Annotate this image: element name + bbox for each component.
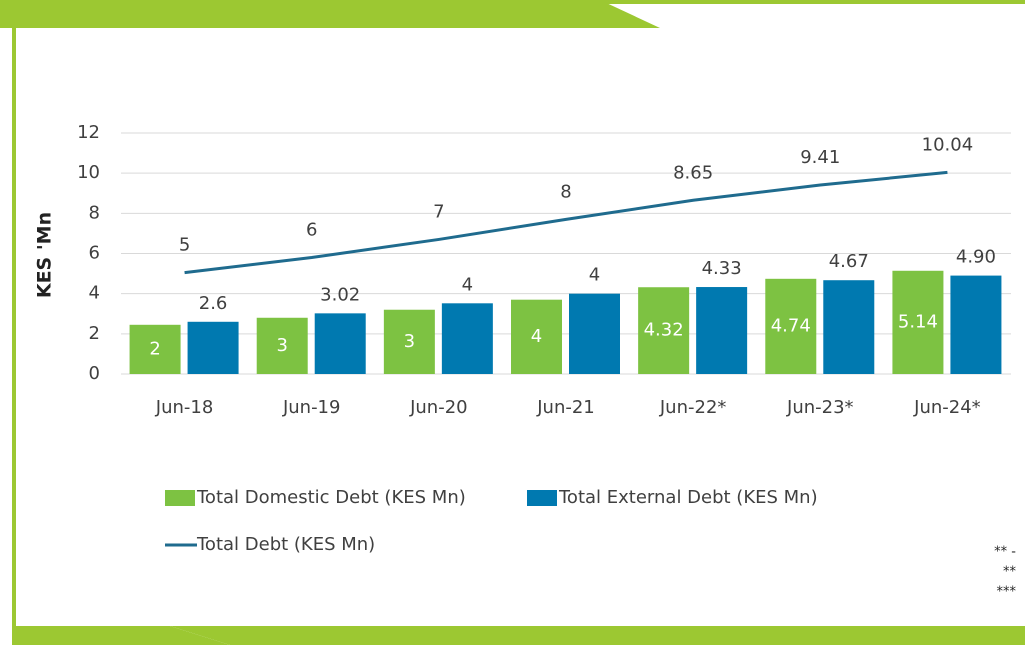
bar: [638, 287, 690, 374]
data-label: 5: [179, 235, 190, 256]
y-tick-label: 8: [89, 202, 100, 223]
top-band: [0, 0, 660, 28]
data-label: 3: [276, 335, 287, 356]
x-tick-label: Jun-24*: [913, 397, 981, 418]
bar: [314, 313, 366, 374]
bottom-band-left: [12, 626, 230, 645]
footnote: ** -: [994, 545, 1016, 560]
line: [184, 170, 948, 275]
top-edge: [0, 0, 1025, 4]
footnote: ***: [997, 585, 1017, 600]
y-tick-label: 12: [77, 122, 100, 143]
footnote: **: [1003, 565, 1017, 580]
x-tick-label: Jun-20: [409, 397, 468, 418]
x-tick-label: Jun-23*: [786, 397, 854, 418]
y-axis-label: KES 'Mn: [34, 212, 56, 298]
legend-label: Total Domestic Debt (KES Mn): [196, 487, 466, 508]
bar: [383, 309, 435, 374]
data-label: 2.6: [199, 293, 228, 314]
bar: [892, 270, 944, 374]
y-tick-label: 0: [89, 363, 100, 384]
bar: [696, 287, 748, 374]
legend-swatch: [165, 490, 195, 506]
data-label: 2: [149, 338, 160, 359]
bar: [569, 293, 620, 374]
y-tick-label: 2: [89, 323, 100, 344]
data-label: 7: [433, 201, 444, 222]
data-label: 4: [589, 265, 600, 286]
x-tick-label: Jun-22*: [659, 397, 727, 418]
bar: [511, 299, 562, 374]
bar: [950, 275, 1002, 374]
data-label: 4.32: [644, 320, 684, 341]
legend-label: Total Debt (KES Mn): [196, 534, 375, 555]
legend-label: Total External Debt (KES Mn): [558, 487, 818, 508]
x-tick-label: Jun-21: [536, 397, 595, 418]
bar: [823, 280, 875, 374]
bottom-band: [170, 626, 1025, 645]
bar: [187, 321, 239, 374]
y-tick-label: 4: [89, 283, 100, 304]
data-label: 8: [560, 181, 571, 202]
data-label: 9.41: [800, 147, 840, 168]
x-tick-label: Jun-19: [282, 397, 341, 418]
data-label: 5.14: [898, 311, 938, 332]
left-border: [12, 28, 16, 630]
data-label: 10.04: [922, 134, 974, 155]
data-label: 4: [462, 274, 473, 295]
bar: [441, 303, 493, 374]
data-label: 4.67: [829, 251, 869, 272]
bar: [765, 278, 817, 374]
bar: [256, 317, 308, 374]
y-tick-label: 6: [89, 243, 100, 264]
data-label: 6: [306, 220, 317, 241]
data-label: 4.33: [702, 258, 742, 279]
data-label: 4.74: [771, 315, 811, 336]
data-label: 4: [531, 326, 542, 347]
data-label: 3.02: [320, 284, 360, 305]
legend-swatch: [527, 490, 557, 506]
data-label: 4.90: [956, 247, 996, 268]
data-label: 8.65: [673, 162, 713, 183]
y-tick-label: 10: [77, 162, 100, 183]
data-label: 3: [404, 331, 415, 352]
bar: [129, 324, 181, 374]
x-tick-label: Jun-18: [155, 397, 214, 418]
